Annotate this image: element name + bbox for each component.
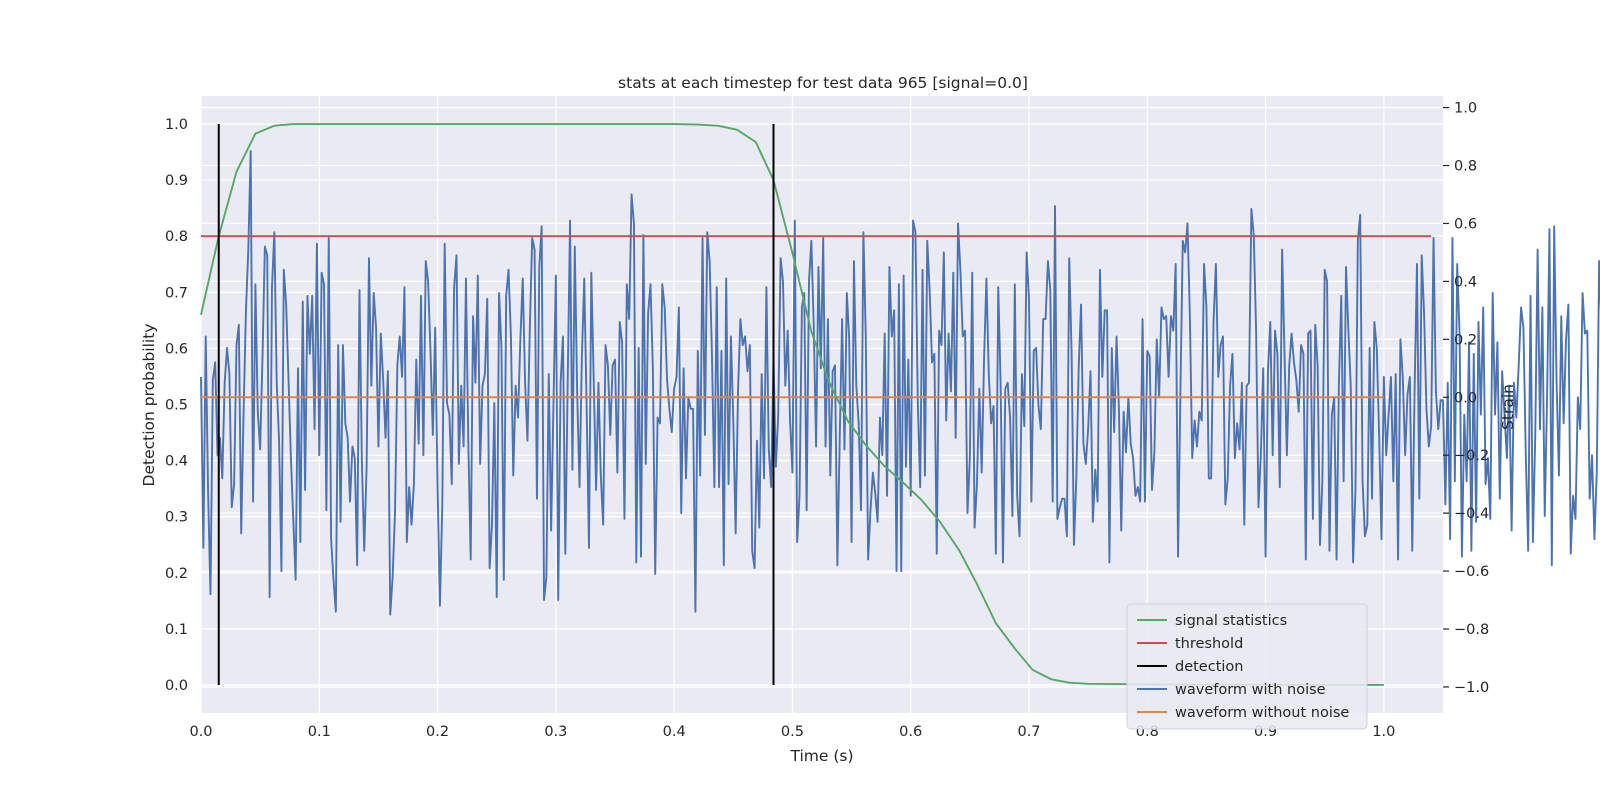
legend-label: waveform with noise: [1175, 682, 1326, 698]
y2-tick-label: −0.4: [1454, 506, 1489, 522]
y-axis-label: Detection probability: [140, 324, 158, 487]
y2-axis-label: Strain: [1499, 384, 1517, 430]
y-axis-right: −1.0 −0.8 −0.6 −0.4 −0.2 0.0 0.2 0.4 0.6 0.8 1.0: [1443, 101, 1489, 696]
y-tick-label: 0.7: [165, 285, 188, 301]
series-line-waveform-with-noise: [200, 150, 1600, 616]
legend-box: [1126, 603, 1368, 730]
y2-tick-label: −0.6: [1454, 564, 1489, 580]
x-tick-label: 0.6: [899, 724, 922, 740]
series-layer: [200, 123, 1600, 686]
x-tick-label: 0.4: [663, 724, 686, 740]
x-tick-label: 0.7: [1017, 724, 1040, 740]
y-tick-label: 0.8: [165, 229, 188, 245]
y2-tick-label: 0.6: [1454, 216, 1477, 232]
x-tick-label: 0.0: [189, 724, 212, 740]
x-tick-label: 1.0: [1372, 724, 1395, 740]
legend-label: detection: [1175, 659, 1243, 675]
y2-tick-label: 1.0: [1454, 101, 1477, 117]
y-tick-label: 0.1: [165, 622, 188, 638]
chart-title: stats at each timestep for test data 965…: [618, 74, 1028, 92]
y-tick-label: 0.2: [165, 566, 188, 582]
legend-label: waveform without noise: [1175, 705, 1349, 721]
x-tick-label: 0.5: [781, 724, 804, 740]
y-tick-label: 0.6: [165, 341, 188, 357]
legend: signal statistics threshold detection wavef…: [1126, 603, 1368, 730]
x-tick-label: 0.3: [544, 724, 567, 740]
x-axis: 0.0 0.1 0.2 0.3 0.4 0.5 0.6 0.7 0.8 0.9 1.0: [189, 724, 1395, 740]
y2-tick-label: 0.4: [1454, 274, 1477, 290]
y2-tick-label: 0.2: [1454, 332, 1477, 348]
y-axis-left: 0.0 0.1 0.2 0.3 0.4 0.5 0.6 0.7 0.8 0.9 1.0: [165, 117, 188, 694]
y-tick-label: 0.3: [165, 510, 188, 526]
legend-label: signal statistics: [1175, 613, 1287, 629]
legend-label: threshold: [1175, 636, 1243, 652]
y-tick-label: 0.9: [165, 173, 188, 189]
series-line-signal-statistics: [200, 123, 1384, 686]
y2-tick-label: 0.0: [1454, 390, 1477, 406]
y2-tick-label: −0.2: [1454, 448, 1489, 464]
x-tick-label: 0.2: [426, 724, 449, 740]
y-tick-label: 0.4: [165, 454, 188, 470]
y-tick-label: 0.5: [165, 398, 188, 414]
y-tick-label: 1.0: [165, 117, 188, 133]
x-axis-label: Time (s): [789, 747, 853, 765]
y2-tick-label: 0.8: [1454, 159, 1477, 175]
x-tick-label: 0.1: [308, 724, 331, 740]
y2-tick-label: −0.8: [1454, 622, 1489, 638]
y2-tick-label: −1.0: [1454, 680, 1489, 696]
y-tick-label: 0.0: [165, 678, 188, 694]
